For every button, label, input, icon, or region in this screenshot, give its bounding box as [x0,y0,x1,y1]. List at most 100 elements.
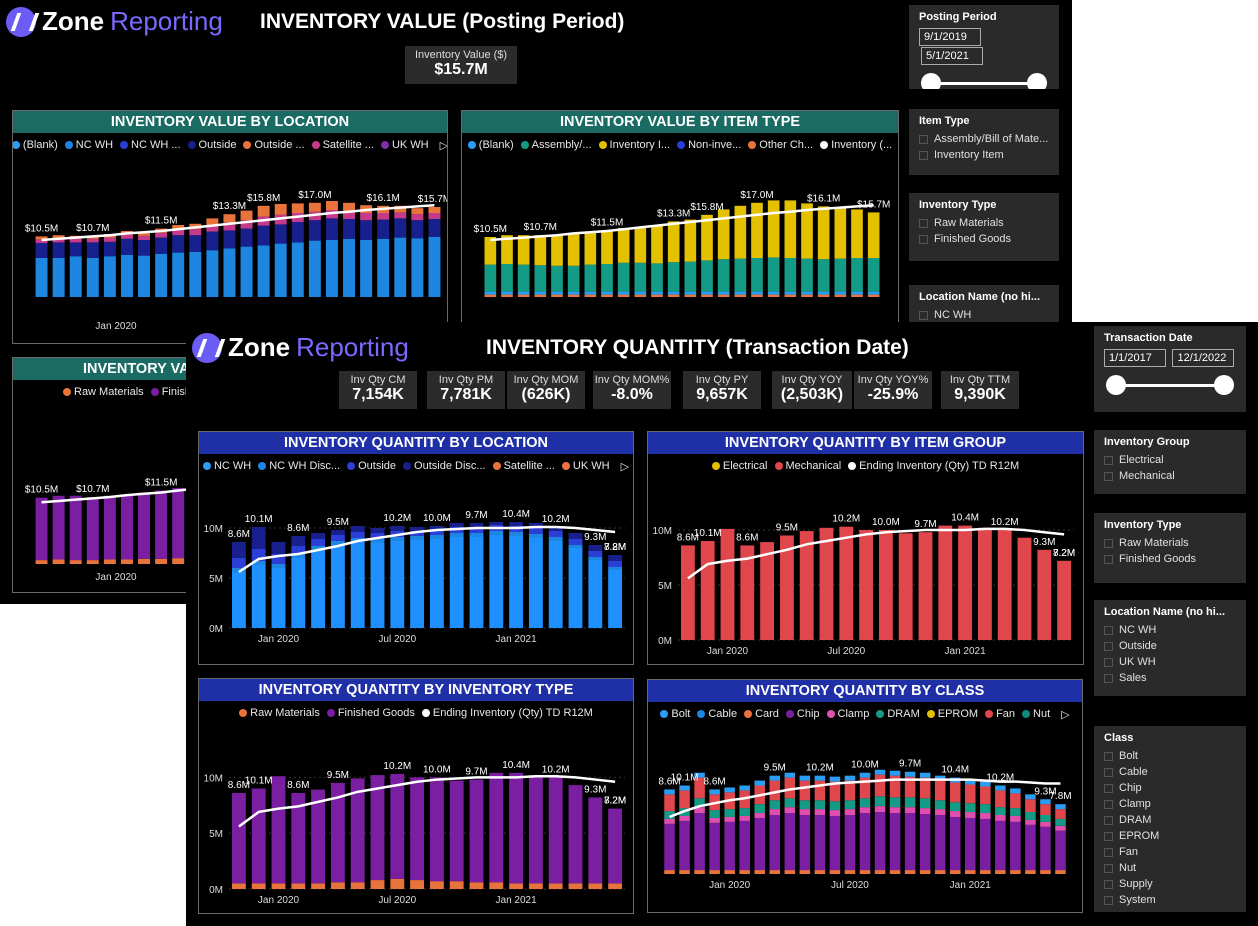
bar-segment[interactable] [1025,812,1036,820]
bar-segment[interactable] [501,291,513,295]
date-from-input[interactable]: 1/1/2017 [1104,349,1166,367]
bar-segment[interactable] [291,222,304,243]
bar-segment[interactable] [484,264,497,292]
bar-segment[interactable] [35,239,48,243]
bar-segment[interactable] [739,870,750,874]
bar-segment[interactable] [701,291,713,295]
bar-segment[interactable] [767,200,780,258]
bar-segment[interactable] [274,243,287,297]
bar-segment[interactable] [584,231,597,265]
checkbox-icon[interactable] [1104,783,1113,793]
bar-segment[interactable] [240,246,253,297]
bar-segment[interactable] [120,559,133,564]
slicer-option[interactable]: Mechanical [1104,468,1236,484]
bar-segment[interactable] [428,213,441,219]
bar-segment[interactable] [1037,549,1052,640]
bar-segment[interactable] [874,774,886,797]
bar-segment[interactable] [528,775,543,884]
bar-segment[interactable] [69,242,82,257]
bar-segment[interactable] [52,238,65,243]
legend-item[interactable]: (Blank) [467,139,514,151]
bar-segment[interactable] [469,882,484,889]
bar-segment[interactable] [588,551,603,557]
bar-segment[interactable] [155,490,168,559]
bar-segment[interactable] [964,870,976,874]
bar-segment[interactable] [138,240,151,256]
bar-segment[interactable] [291,546,306,554]
legend-item[interactable]: Satellite ... [311,139,374,151]
bar-segment[interactable] [469,523,484,527]
bar-segment[interactable] [844,815,856,871]
bar-segment[interactable] [767,294,780,297]
bar-segment[interactable] [874,812,886,871]
bar-segment[interactable] [257,225,270,246]
bar-segment[interactable] [411,208,424,215]
bar-segment[interactable] [904,771,916,777]
bar-segment[interactable] [958,525,973,640]
bar-segment[interactable] [1010,808,1021,816]
legend-item[interactable]: Finished Goods [326,707,415,719]
bar-segment[interactable] [509,532,524,536]
bar-segment[interactable] [206,231,219,251]
legend-item[interactable]: Clamp [826,708,869,720]
bar-segment[interactable] [489,772,504,883]
checkbox-icon[interactable] [1104,471,1113,481]
bar-segment[interactable] [120,494,133,560]
checkbox-icon[interactable] [919,134,928,144]
bar-segment[interactable] [904,813,916,871]
bar-segment[interactable] [817,259,830,292]
bar-segment[interactable] [223,222,236,231]
bar-segment[interactable] [964,803,976,813]
bar-segment[interactable] [608,567,623,570]
bar-segment[interactable] [469,533,484,537]
bar-segment[interactable] [517,235,530,265]
bar-segment[interactable] [898,533,913,640]
bar-segment[interactable] [664,789,675,795]
legend-next-icon[interactable]: ▷ [439,139,448,152]
bar-segment[interactable] [103,256,116,297]
bar-segment[interactable] [760,542,775,640]
inventory-type-slicer[interactable]: Inventory Type Raw Materials Finished Good… [1094,513,1246,583]
bar-segment[interactable] [814,780,826,801]
legend-item[interactable]: Bolt [660,708,690,720]
legend-item[interactable]: Outside ... [243,139,305,151]
bar-segment[interactable] [429,777,444,882]
checkbox-icon[interactable] [919,218,928,228]
bar-segment[interactable] [548,777,563,884]
bar-segment[interactable] [291,558,306,628]
bar-segment[interactable] [751,202,763,258]
bar-segment[interactable] [350,882,365,889]
bar-segment[interactable] [534,265,547,292]
bar-segment[interactable] [664,794,675,812]
bar-segment[interactable] [634,294,647,297]
slicer-option[interactable]: NC WH [1104,622,1236,638]
bar-segment[interactable] [769,800,781,810]
bar-segment[interactable] [377,238,390,297]
slicer-option[interactable]: Nut [1104,860,1236,876]
bar-segment[interactable] [271,568,286,628]
bar-segment[interactable] [874,769,886,775]
bar-segment[interactable] [1055,830,1066,871]
bar-segment[interactable] [343,238,356,297]
slicer-option[interactable]: Cable [1104,764,1236,780]
bar-segment[interactable] [919,808,931,815]
bar-segment[interactable] [390,878,405,889]
bar-segment[interactable] [428,237,441,297]
bar-segment[interactable] [291,883,306,889]
bar-segment[interactable] [799,870,811,874]
slicer-option[interactable]: Chip [1104,780,1236,796]
bar-segment[interactable] [291,554,306,558]
bar-segment[interactable] [568,533,583,539]
bar-segment[interactable] [754,813,766,818]
bar-segment[interactable] [919,814,931,871]
bar-segment[interactable] [667,291,680,295]
bar-segment[interactable] [980,786,991,805]
bar-segment[interactable] [251,788,266,884]
bar-segment[interactable] [1025,794,1036,800]
bar-segment[interactable] [878,530,893,640]
bar-segment[interactable] [997,530,1012,640]
bar-segment[interactable] [377,213,390,220]
bar-segment[interactable] [240,228,253,247]
bar-segment[interactable] [814,809,826,815]
bar-segment[interactable] [528,534,543,538]
